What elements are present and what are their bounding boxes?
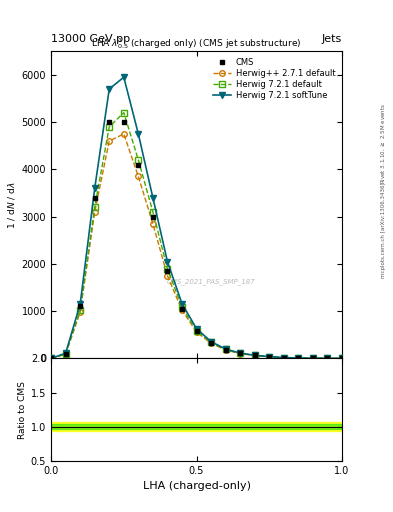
Herwig++ 2.7.1 default [296,355,301,361]
Herwig 7.2.1 default [281,354,286,360]
Herwig 7.2.1 softTune [252,352,257,358]
CMS [78,303,83,309]
Herwig 7.2.1 default [310,355,315,361]
Line: Herwig++ 2.7.1 default: Herwig++ 2.7.1 default [48,131,345,361]
Herwig 7.2.1 softTune [267,353,272,359]
CMS [209,340,213,346]
Herwig++ 2.7.1 default [136,174,141,180]
Herwig 7.2.1 default [107,124,112,130]
Herwig 7.2.1 default [194,328,199,334]
Herwig++ 2.7.1 default [63,351,68,357]
Herwig 7.2.1 softTune [209,338,213,345]
Herwig 7.2.1 softTune [296,355,301,361]
Herwig 7.2.1 softTune [194,326,199,332]
CMS [194,328,199,334]
Herwig 7.2.1 default [165,266,170,272]
Herwig 7.2.1 default [151,209,155,215]
Herwig 7.2.1 softTune [136,131,141,137]
X-axis label: LHA (charged-only): LHA (charged-only) [143,481,250,491]
CMS [136,162,141,168]
Herwig 7.2.1 softTune [180,301,184,307]
Herwig++ 2.7.1 default [180,307,184,313]
Herwig 7.2.1 default [340,355,344,361]
Herwig 7.2.1 default [325,355,330,361]
Text: CMS_2021_PAS_SMP_187: CMS_2021_PAS_SMP_187 [167,278,255,285]
Herwig++ 2.7.1 default [107,138,112,144]
Herwig++ 2.7.1 default [252,352,257,358]
CMS [165,268,170,274]
Text: Jets: Jets [321,33,342,44]
Herwig 7.2.1 softTune [151,195,155,201]
Herwig 7.2.1 default [180,304,184,310]
Herwig 7.2.1 softTune [340,355,344,361]
Herwig++ 2.7.1 default [340,355,344,361]
CMS [252,352,257,358]
Herwig 7.2.1 default [223,346,228,352]
CMS [121,119,126,125]
Herwig 7.2.1 default [238,350,242,356]
Herwig++ 2.7.1 default [223,347,228,353]
CMS [340,355,344,361]
Herwig 7.2.1 default [209,339,213,346]
Herwig 7.2.1 softTune [238,350,242,356]
Herwig++ 2.7.1 default [281,355,286,361]
Herwig++ 2.7.1 default [92,209,97,215]
Line: CMS: CMS [49,120,344,361]
Herwig++ 2.7.1 default [310,355,315,361]
CMS [310,355,315,361]
CMS [325,355,330,361]
Herwig 7.2.1 softTune [107,86,112,92]
CMS [151,214,155,220]
Herwig++ 2.7.1 default [165,272,170,279]
Herwig 7.2.1 softTune [78,301,83,307]
Herwig 7.2.1 default [252,352,257,358]
Herwig 7.2.1 softTune [49,355,53,361]
CMS [63,351,68,357]
CMS [281,354,286,360]
Herwig++ 2.7.1 default [267,354,272,360]
Herwig++ 2.7.1 default [49,355,53,361]
Herwig++ 2.7.1 default [209,340,213,346]
Herwig 7.2.1 softTune [165,259,170,265]
Title: LHA $\lambda^{1}_{0.5}$ (charged only) (CMS jet substructure): LHA $\lambda^{1}_{0.5}$ (charged only) (… [91,36,302,51]
Herwig++ 2.7.1 default [325,355,330,361]
CMS [267,354,272,360]
Herwig 7.2.1 default [296,355,301,361]
Legend: CMS, Herwig++ 2.7.1 default, Herwig 7.2.1 default, Herwig 7.2.1 softTune: CMS, Herwig++ 2.7.1 default, Herwig 7.2.… [211,55,338,102]
Herwig 7.2.1 softTune [92,185,97,191]
Herwig 7.2.1 softTune [310,355,315,361]
Herwig 7.2.1 softTune [281,354,286,360]
Herwig++ 2.7.1 default [151,221,155,227]
CMS [238,350,242,356]
Herwig 7.2.1 default [121,110,126,116]
Line: Herwig 7.2.1 softTune: Herwig 7.2.1 softTune [48,74,345,361]
Herwig++ 2.7.1 default [238,351,242,357]
Herwig 7.2.1 default [92,204,97,210]
CMS [92,195,97,201]
Text: mcplots.cern.ch [arXiv:1306.3436]: mcplots.cern.ch [arXiv:1306.3436] [381,183,386,278]
Herwig++ 2.7.1 default [78,309,83,315]
Y-axis label: Ratio to CMS: Ratio to CMS [18,380,27,439]
CMS [180,306,184,312]
CMS [223,347,228,353]
Text: Rivet 3.1.10, $\geq$ 2.5M events: Rivet 3.1.10, $\geq$ 2.5M events [379,103,387,184]
Herwig 7.2.1 default [78,307,83,313]
Herwig 7.2.1 softTune [223,346,228,352]
Herwig 7.2.1 softTune [325,355,330,361]
Text: 13000 GeV pp: 13000 GeV pp [51,33,130,44]
Herwig++ 2.7.1 default [194,329,199,335]
CMS [296,355,301,361]
Line: Herwig 7.2.1 default: Herwig 7.2.1 default [48,110,345,361]
Herwig 7.2.1 softTune [121,74,126,80]
Herwig 7.2.1 default [49,355,53,361]
Herwig 7.2.1 default [136,157,141,163]
CMS [49,355,53,361]
Y-axis label: 1 / $\mathrm{d}N$ / $\mathrm{d}\lambda$: 1 / $\mathrm{d}N$ / $\mathrm{d}\lambda$ [6,181,17,229]
Herwig 7.2.1 default [63,351,68,357]
Herwig 7.2.1 default [267,354,272,360]
Herwig 7.2.1 softTune [63,350,68,356]
CMS [107,119,112,125]
Herwig++ 2.7.1 default [121,131,126,137]
